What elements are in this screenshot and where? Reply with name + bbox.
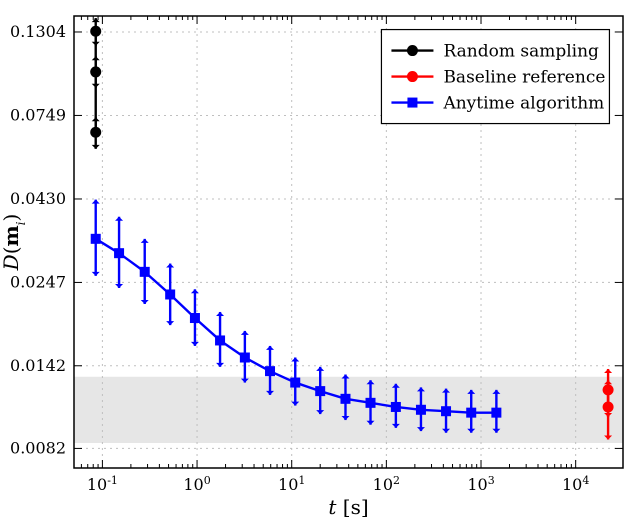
legend-label: Anytime algorithm (442, 94, 604, 114)
y-tick-label: 0.1304 (10, 22, 66, 41)
y-tick-label: 0.0247 (10, 272, 66, 291)
y-tick-label: 0.0430 (10, 189, 66, 208)
line-chart: 10-11001011021031040.00820.01420.02470.0… (0, 0, 640, 519)
y-tick-label: 0.0082 (10, 438, 66, 457)
y-tick-label: 0.0142 (10, 356, 66, 375)
legend-label: Baseline reference (443, 68, 605, 88)
y-tick-label: 0.0749 (10, 105, 66, 124)
reference-band (74, 377, 623, 443)
legend: Random sampling Baseline reference Anytime… (381, 30, 609, 124)
x-axis-label: t [s] (328, 495, 368, 519)
legend-label: Random sampling (443, 42, 599, 62)
